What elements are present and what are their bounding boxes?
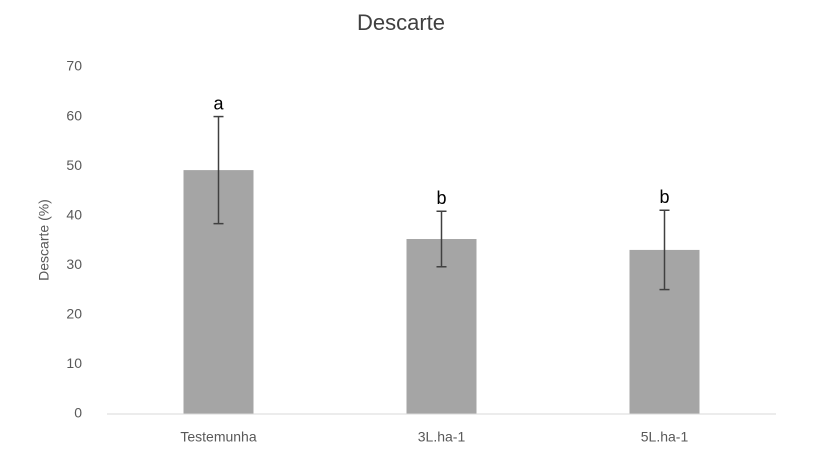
y-tick-label: 30: [66, 256, 82, 272]
y-axis-label: Descarte (%): [36, 199, 52, 281]
y-tick-label: 70: [66, 58, 82, 74]
chart-title: Descarte: [357, 10, 445, 35]
y-tick-label: 20: [66, 306, 82, 322]
annotation: b: [436, 188, 446, 208]
annotation: b: [659, 187, 669, 207]
y-tick-label: 0: [74, 405, 82, 421]
annotation: a: [213, 93, 224, 113]
y-tick-label: 40: [66, 206, 82, 222]
bar: [406, 239, 477, 414]
x-tick-label: 3L.ha-1: [418, 429, 466, 445]
x-tick-label: 5L.ha-1: [641, 429, 689, 445]
y-tick-label: 10: [66, 355, 82, 371]
y-tick-label: 50: [66, 157, 82, 173]
error-bar: [213, 115, 224, 225]
error-bar: [436, 210, 447, 268]
x-tick-label: Testemunha: [180, 429, 256, 445]
y-tick-label: 60: [66, 107, 82, 123]
error-bar: [659, 209, 670, 291]
